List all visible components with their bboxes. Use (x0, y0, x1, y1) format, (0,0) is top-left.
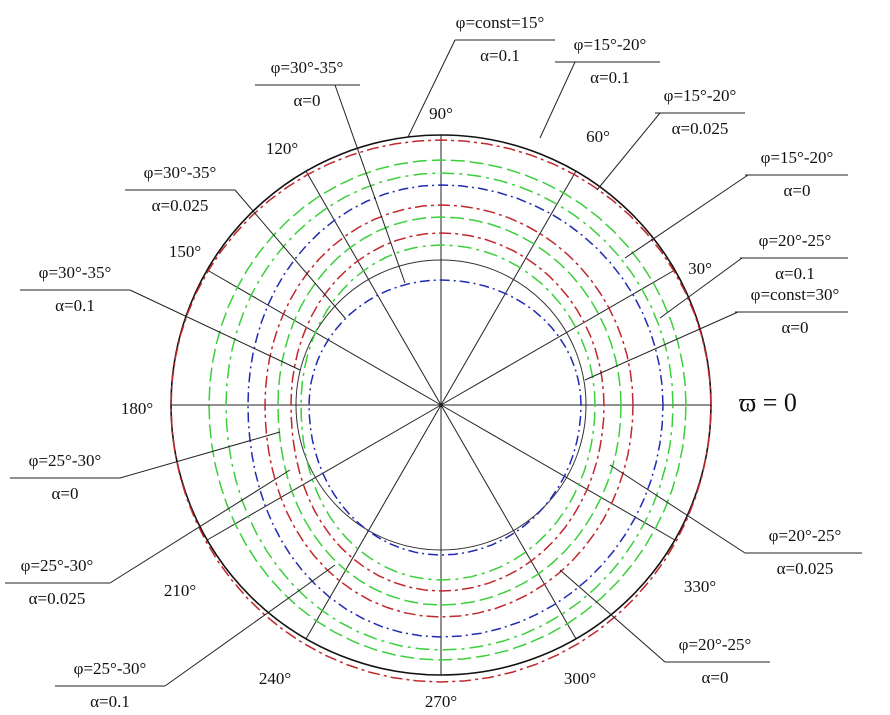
curves (170, 139, 712, 683)
angle-label: 180° (121, 399, 153, 418)
callout-alpha: α=0.1 (480, 46, 520, 65)
callout-leader (596, 112, 661, 191)
callout-leader (407, 39, 456, 138)
curve (208, 159, 687, 661)
labels: 90° 60° 30° 180° 150° 120° 210° 240° 270° 300° 330… (5, 13, 862, 711)
callout-leader (234, 189, 346, 319)
angle-label: 240° (259, 669, 291, 688)
angle-label: 300° (564, 669, 596, 688)
callout-phi: φ=const=30° (751, 285, 840, 304)
callout-alpha: α=0.025 (672, 119, 729, 138)
angle-label: 120° (266, 139, 298, 158)
angle-label: 30° (688, 259, 712, 278)
callout-leader (609, 464, 746, 554)
callout-phi: φ=const=15° (456, 13, 545, 32)
callout-phi: φ=20°-25° (769, 526, 842, 545)
radial-line (206, 404, 442, 541)
callout-phi: φ=30°-35° (39, 263, 112, 282)
curve (290, 232, 605, 592)
callout-phi: φ=30°-35° (144, 163, 217, 182)
callout-leader (659, 257, 743, 319)
angle-label: 90° (429, 104, 453, 123)
callout-leader (624, 174, 749, 259)
curve (247, 184, 664, 638)
callout-leader (334, 84, 406, 284)
callout-leader (584, 311, 739, 381)
radial-line (305, 170, 442, 406)
callout-phi: φ=25°-30° (74, 659, 147, 678)
callout-leader (164, 564, 336, 687)
radial-line (305, 404, 442, 640)
curve (264, 204, 634, 618)
curve (277, 216, 622, 606)
callout-alpha: α=0.025 (777, 559, 834, 578)
callout-phi: φ=20°-25° (759, 231, 832, 250)
angle-label: 270° (425, 692, 457, 711)
curve (300, 244, 596, 581)
callout-phi: φ=30°-35° (271, 58, 344, 77)
callout-alpha: α=0.1 (90, 692, 130, 711)
callout-phi: φ=15°-20° (761, 148, 834, 167)
angle-label: 60° (586, 127, 610, 146)
callout-leader (129, 289, 301, 371)
callout-leader (559, 569, 666, 663)
axis-label: ϖ = 0 (739, 388, 797, 417)
callout-alpha: α=0.025 (152, 196, 209, 215)
callout-leader (539, 61, 576, 139)
callout-alpha: α=0.1 (775, 264, 815, 283)
callout-alpha: α=0.1 (590, 68, 630, 87)
curve (308, 279, 582, 556)
callout-alpha: α=0 (782, 318, 809, 337)
radial-lines (171, 135, 711, 675)
callout-phi: φ=25°-30° (21, 556, 94, 575)
callout-phi: φ=20°-25° (679, 635, 752, 654)
callout-alpha: α=0 (784, 181, 811, 200)
radial-line (440, 404, 577, 640)
angle-label: 330° (684, 577, 716, 596)
callout-alpha: α=0.1 (55, 296, 95, 315)
curve (225, 172, 674, 651)
callout-alpha: α=0 (294, 91, 321, 110)
callout-leader (119, 431, 281, 479)
callout-phi: φ=15°-20° (574, 35, 647, 54)
angle-label: 150° (169, 242, 201, 261)
callout-leader (109, 469, 291, 584)
angle-label: 210° (164, 581, 196, 600)
callout-alpha: α=0 (702, 668, 729, 687)
callout-alpha: α=0.025 (29, 589, 86, 608)
radial-line (206, 269, 442, 406)
curve (170, 139, 712, 683)
radial-line (440, 269, 676, 406)
radial-line (440, 170, 577, 406)
callout-alpha: α=0 (52, 484, 79, 503)
callout-phi: φ=15°-20° (664, 86, 737, 105)
callout-phi: φ=25°-30° (29, 451, 102, 470)
